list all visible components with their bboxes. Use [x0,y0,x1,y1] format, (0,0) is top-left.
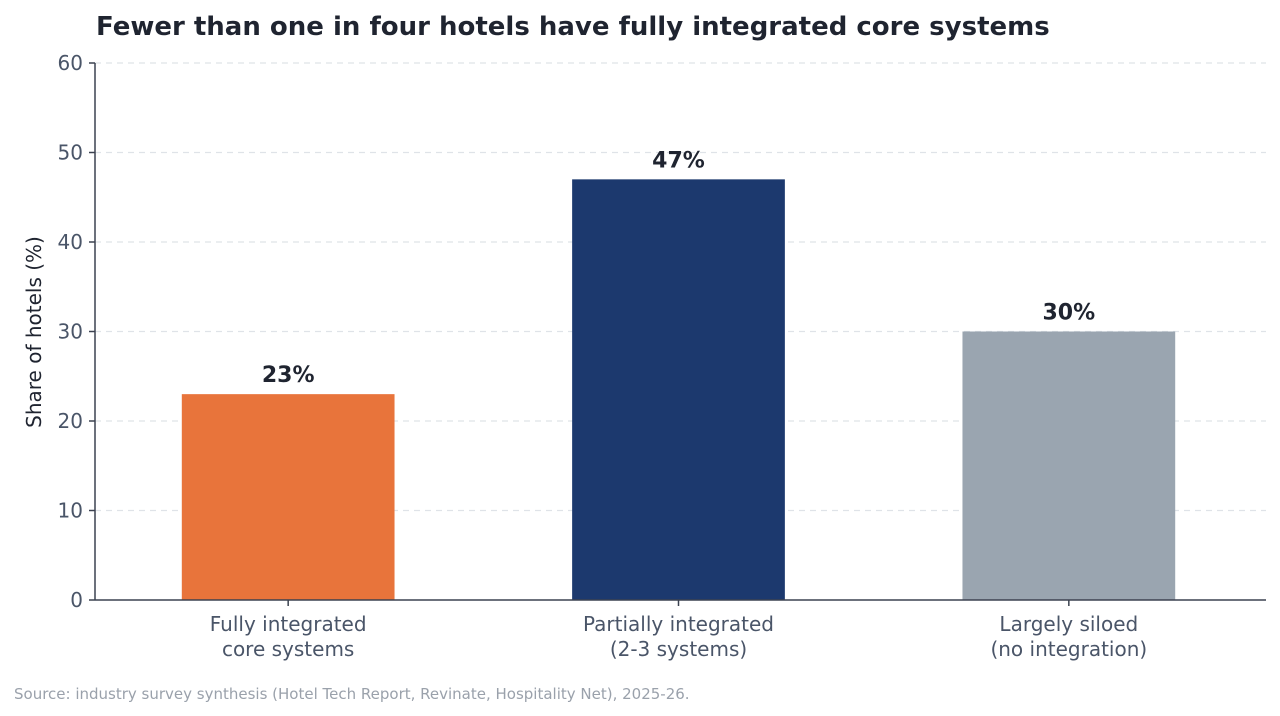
bar-value-label: 47% [652,148,705,173]
source-note: Source: industry survey synthesis (Hotel… [14,685,690,703]
x-tick-label: core systems [222,637,354,661]
y-tick-label: 30 [58,320,83,344]
y-tick-label: 20 [58,409,83,433]
bar-value-label: 23% [262,363,315,388]
y-axis-label: Share of hotels (%) [22,236,46,428]
y-tick-label: 40 [58,230,83,254]
bar [572,179,785,600]
y-tick-label: 0 [70,588,83,612]
y-tick-label: 50 [58,141,83,165]
x-tick-label: (2-3 systems) [610,637,747,661]
y-axis-ticks: 0 10 20 30 40 50 60 [58,51,95,612]
x-tick-label: Largely siloed [999,612,1138,636]
data-labels: 23% 47% 30% [262,148,1095,388]
bars [181,179,1176,600]
x-tick-label: Fully integrated [210,612,367,636]
x-tick-label: Partially integrated [583,612,774,636]
y-tick-label: 10 [58,499,83,523]
chart-title: Fewer than one in four hotels have fully… [96,12,1050,42]
bar [962,331,1176,600]
y-tick-label: 60 [58,51,83,75]
bar-value-label: 30% [1042,301,1095,326]
bar [181,394,395,600]
x-tick-label: (no integration) [990,637,1147,661]
